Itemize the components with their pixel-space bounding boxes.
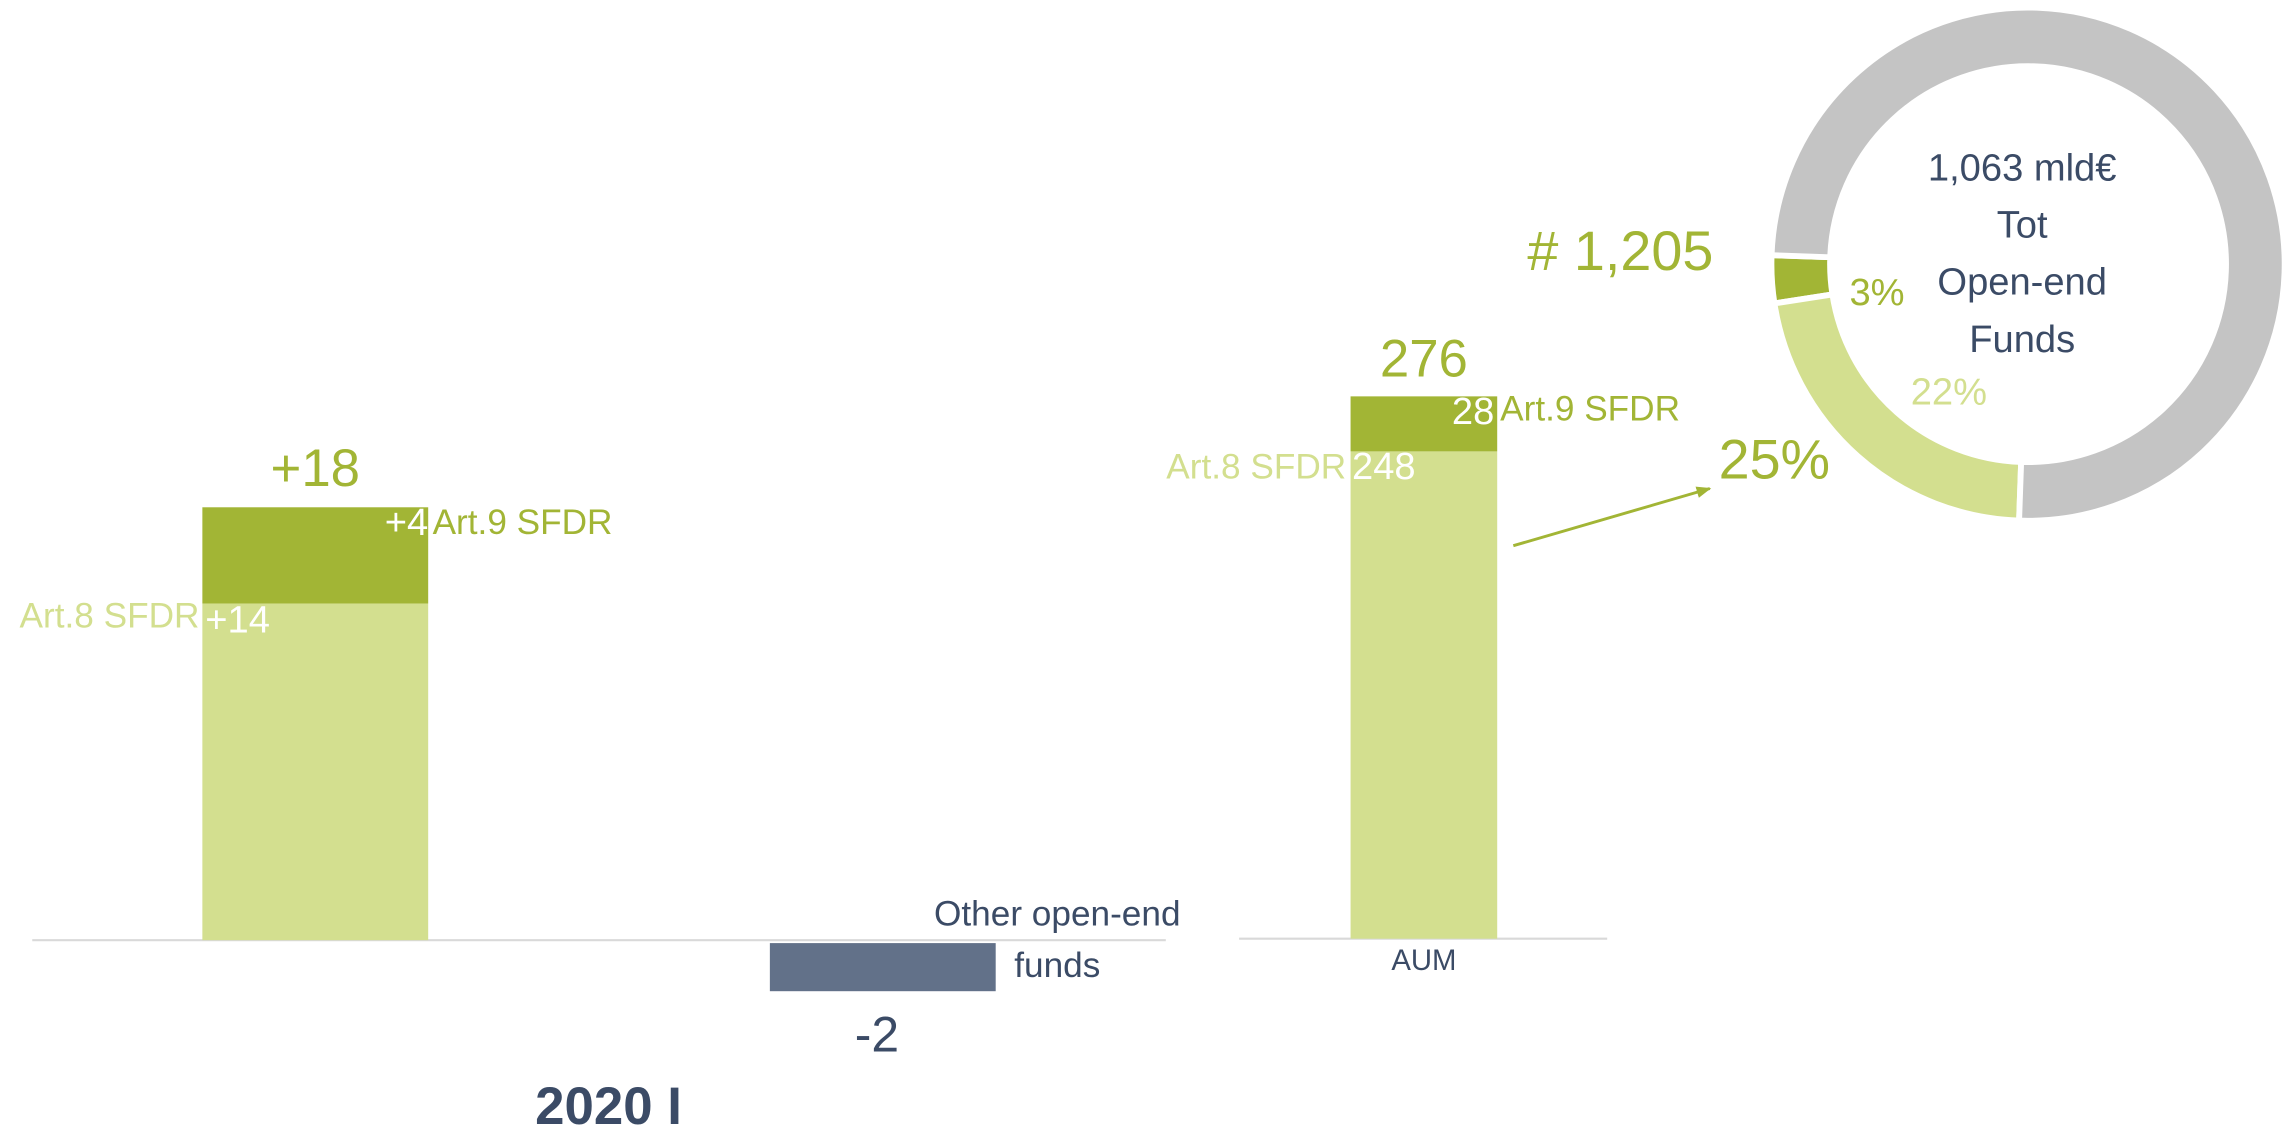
- series-label: Other open-end funds: [934, 895, 1180, 985]
- label-line: Other open-end: [934, 895, 1180, 934]
- slice-label: 3%: [1849, 271, 1904, 314]
- center-text: 1,063 mld€: [1928, 146, 2117, 189]
- bar-segment: [1350, 451, 1498, 939]
- count-label: # 1,205: [1527, 220, 1713, 282]
- label-line: funds: [1014, 946, 1100, 985]
- value-label: +14: [205, 599, 270, 642]
- series-label: Art.9 SFDR: [433, 503, 613, 542]
- value-label: 248: [1352, 445, 1416, 488]
- x-tick-label: AUM: [1391, 944, 1456, 977]
- bar-segment: [202, 603, 429, 941]
- callout-arrow: [1512, 486, 1712, 548]
- series-label: Art.8 SFDR: [1166, 447, 1346, 486]
- center-text: Open-end: [1937, 261, 2107, 304]
- slice-label: 22%: [1911, 371, 1987, 414]
- bar-segment: [1350, 396, 1498, 452]
- series-label: Art.9 SFDR: [1500, 389, 1680, 428]
- center-text: Funds: [1969, 318, 2075, 361]
- total-label: -2: [855, 1006, 899, 1062]
- bar-segment: [202, 507, 429, 604]
- total-label: 276: [1380, 330, 1468, 389]
- value-label: 28: [1452, 390, 1494, 433]
- series-label: Art.8 SFDR: [20, 596, 200, 635]
- value-label: +4: [385, 501, 428, 544]
- center-text: Tot: [1997, 204, 2048, 247]
- callout-label: 25%: [1719, 428, 1831, 490]
- total-label: +18: [271, 439, 361, 498]
- chart-title: 2020 I: [535, 1077, 682, 1131]
- donut-slice: [1768, 4, 2288, 524]
- bar: [769, 943, 996, 992]
